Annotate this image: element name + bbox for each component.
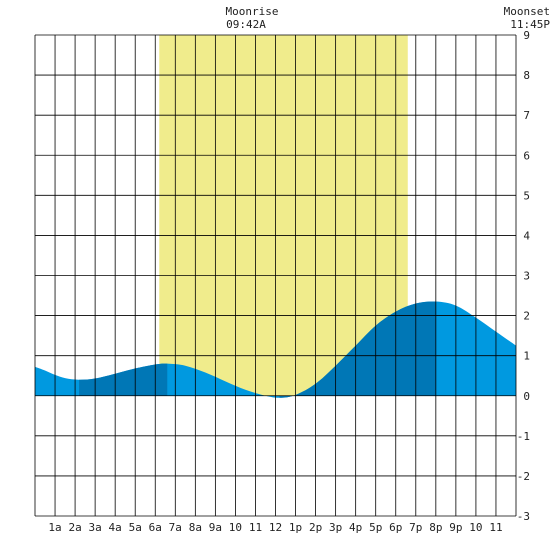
x-tick-label: 3a	[89, 521, 102, 534]
moonrise-label: Moonrise	[225, 5, 279, 18]
y-tick-label: 1	[523, 350, 530, 363]
x-tick-label: 1p	[289, 521, 302, 534]
y-tick-label: 0	[523, 390, 530, 403]
x-tick-label: 2p	[309, 521, 322, 534]
y-tick-labels: -3 -2 -1 0 1 2 3 4 5 6 7 8 9	[517, 29, 531, 523]
y-tick-label: -3	[517, 510, 530, 523]
tide-area-rising	[79, 363, 168, 396]
moonset-label: Moonset	[503, 5, 550, 18]
y-tick-label: 6	[523, 149, 530, 162]
x-tick-label: 4p	[349, 521, 362, 534]
x-tick-label: 4a	[109, 521, 122, 534]
x-tick-label: 5a	[129, 521, 142, 534]
moonrise-time: 09:42A	[226, 18, 266, 31]
x-tick-label: 12	[269, 521, 282, 534]
x-tick-label: 6a	[149, 521, 162, 534]
y-tick-label: 7	[523, 109, 530, 122]
y-tick-label: 4	[523, 229, 530, 242]
x-tick-label: 8p	[429, 521, 442, 534]
x-tick-label: 3p	[329, 521, 342, 534]
x-tick-labels: 1a 2a 3a 4a 5a 6a 7a 8a 9a 10 11 12 1p 2p 3p 4p 5p 6p 7p 8p…	[48, 521, 502, 534]
x-tick-label: 1a	[48, 521, 61, 534]
moonset-time: 11:45P	[510, 18, 550, 31]
x-tick-label: 11	[249, 521, 262, 534]
x-tick-label: 10	[229, 521, 242, 534]
y-tick-label: -1	[517, 430, 530, 443]
x-tick-label: 6p	[389, 521, 402, 534]
x-tick-label: 7p	[409, 521, 422, 534]
x-tick-label: 7a	[169, 521, 182, 534]
y-tick-label: 2	[523, 310, 530, 323]
x-tick-label: 2a	[68, 521, 81, 534]
x-tick-label: 11	[489, 521, 502, 534]
x-tick-label: 9a	[209, 521, 222, 534]
y-tick-label: 5	[523, 189, 530, 202]
grid-layer	[34, 34, 517, 517]
x-tick-label: 9p	[449, 521, 462, 534]
y-tick-label: 8	[523, 69, 530, 82]
tide-area-rising	[279, 301, 436, 398]
x-tick-label: 8a	[189, 521, 202, 534]
y-tick-label: 9	[523, 29, 530, 42]
x-tick-label: 5p	[369, 521, 382, 534]
y-tick-label: 3	[523, 270, 530, 283]
y-tick-label: -2	[517, 470, 530, 483]
x-tick-label: 10	[469, 521, 482, 534]
